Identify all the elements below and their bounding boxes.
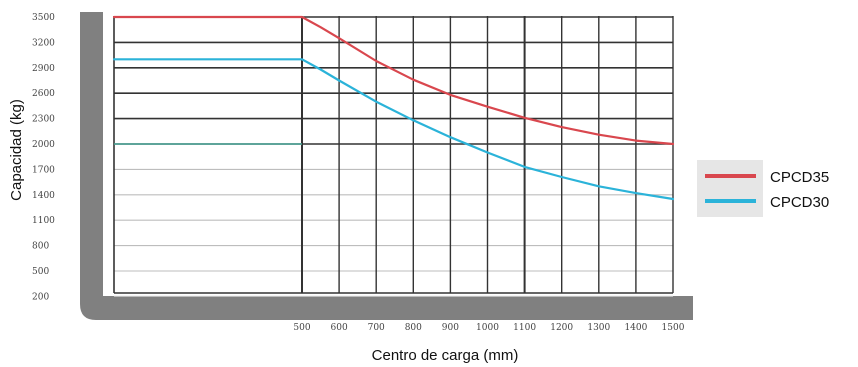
y-tick-label: 1400	[32, 191, 55, 201]
x-tick-label: 900	[442, 323, 459, 333]
y-tick-label: 2300	[32, 115, 55, 125]
vertical-gridlines	[113, 16, 674, 294]
plot-area	[114, 16, 673, 293]
legend-box	[697, 160, 763, 217]
series-line-cpcd30	[112, 58, 675, 201]
x-tick-label: 1400	[624, 323, 647, 333]
legend-label-cpcd30: CPCD30	[770, 194, 829, 211]
x-tick-labels: 500 600 700 800 900 1000 1100 1200 1300 1400 1500	[293, 323, 684, 333]
x-tick-label: 1000	[476, 323, 499, 333]
y-tick-label: 2600	[32, 89, 55, 99]
x-axis-title: Centro de carga (mm)	[372, 347, 519, 364]
y-tick-label: 1100	[32, 216, 55, 226]
y-tick-label: 2000	[32, 140, 55, 150]
y-tick-label: 800	[32, 242, 49, 252]
series-lines	[112, 15, 675, 201]
x-tick-label: 700	[368, 323, 385, 333]
x-tick-label: 1200	[550, 323, 573, 333]
legend-label-cpcd35: CPCD35	[770, 169, 829, 186]
x-tick-label: 1300	[587, 323, 610, 333]
x-tick-label: 800	[405, 323, 422, 333]
y-tick-labels: 3500 3200 2900 2600 2300 2000 1700 1400 1100 800 5…	[32, 13, 55, 302]
y-tick-label: 1700	[32, 165, 55, 175]
y-tick-label: 3200	[32, 38, 55, 48]
y-tick-label: 2900	[32, 64, 55, 74]
y-tick-label: 3500	[32, 13, 55, 23]
x-tick-label: 1100	[513, 323, 536, 333]
y-tick-label: 200	[32, 292, 49, 302]
series-line-cpcd35	[112, 15, 675, 146]
y-tick-label: 500	[32, 267, 49, 277]
y-axis-title: Capacidad (kg)	[8, 99, 25, 201]
x-tick-label: 600	[331, 323, 348, 333]
x-tick-label: 500	[293, 323, 310, 333]
x-tick-label: 1500	[662, 323, 685, 333]
legend: CPCD35 CPCD30	[697, 160, 829, 217]
